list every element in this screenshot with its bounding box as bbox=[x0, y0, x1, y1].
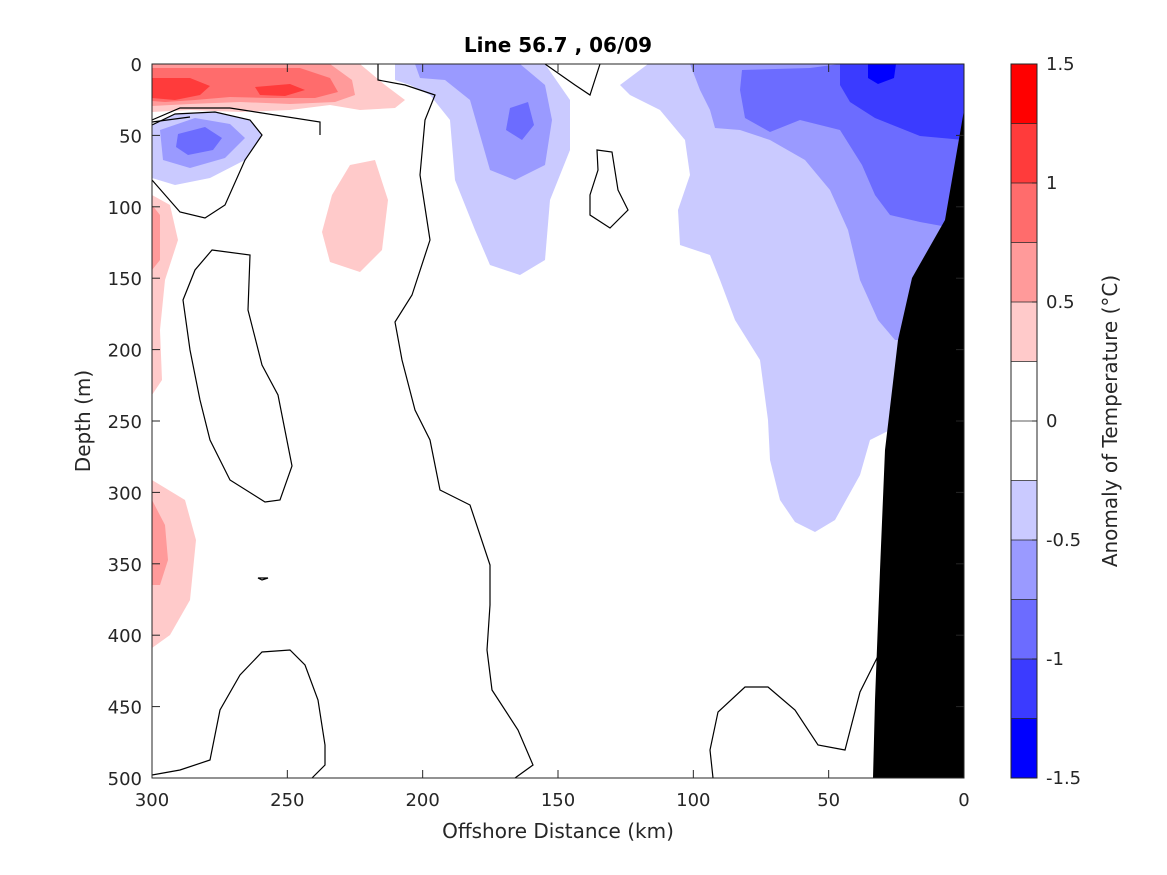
chart-title: Line 56.7 , 06/09 bbox=[464, 33, 652, 57]
colorbar-segment bbox=[1011, 540, 1037, 600]
colorbar-segment bbox=[1011, 242, 1037, 303]
colorbar-tick-label: -1 bbox=[1046, 649, 1064, 670]
colorbar-segment bbox=[1011, 421, 1037, 481]
x-tick-label: 300 bbox=[135, 790, 169, 811]
colorbar-segment bbox=[1011, 64, 1037, 124]
colorbar-tick-label: -1.5 bbox=[1046, 768, 1081, 789]
bathymetry-seafloor bbox=[873, 110, 964, 778]
y-axis-label: Depth (m) bbox=[71, 370, 95, 472]
colorbar-label: Anomaly of Temperature (°C) bbox=[1098, 275, 1122, 567]
colorbar-segment bbox=[1011, 659, 1037, 719]
x-tick-label: 100 bbox=[676, 790, 710, 811]
y-tick-label: 0 bbox=[131, 55, 142, 76]
colorbar: 1.5 1 0.5 0 -0.5 -1 -1.5 bbox=[1010, 54, 1081, 789]
x-tick-label: 150 bbox=[541, 790, 575, 811]
y-tick-label: 450 bbox=[108, 698, 142, 719]
y-tick-label: 100 bbox=[108, 198, 142, 219]
x-tick-label: 250 bbox=[270, 790, 304, 811]
colorbar-tick-label: -0.5 bbox=[1046, 530, 1081, 551]
zero-contour-lines bbox=[152, 64, 881, 778]
y-tick-label: 200 bbox=[108, 341, 142, 362]
contour-cool-core-2 bbox=[415, 64, 552, 180]
y-tick-label: 250 bbox=[108, 412, 142, 433]
x-axis-ticks: 300 250 200 150 100 50 0 bbox=[135, 64, 970, 811]
colorbar-tick-label: 1.5 bbox=[1046, 54, 1075, 75]
contour-cool-near-5 bbox=[868, 64, 896, 84]
contour-warm-surface-4 bbox=[152, 78, 210, 100]
contour-fill-layer bbox=[152, 64, 964, 778]
contour-cool-near-4 bbox=[840, 64, 964, 140]
colorbar-segment bbox=[1011, 480, 1037, 541]
x-axis-label: Offshore Distance (km) bbox=[442, 819, 674, 843]
colorbar-segment bbox=[1011, 123, 1037, 184]
y-tick-label: 150 bbox=[108, 269, 142, 290]
colorbar-segment bbox=[1011, 183, 1037, 243]
y-axis-ticks: 0 50 100 150 200 250 300 350 400 450 500 bbox=[108, 55, 964, 790]
y-tick-label: 350 bbox=[108, 555, 142, 576]
y-tick-label: 50 bbox=[119, 126, 142, 147]
contour-warm-patch bbox=[322, 160, 388, 272]
colorbar-segment bbox=[1011, 361, 1037, 422]
x-tick-label: 200 bbox=[405, 790, 439, 811]
contour-warm-edge-core bbox=[152, 205, 160, 270]
y-tick-label: 500 bbox=[108, 769, 142, 790]
colorbar-tick-label: 0.5 bbox=[1046, 292, 1075, 313]
colorbar-segment bbox=[1011, 302, 1037, 362]
contour-cool-core-3 bbox=[506, 102, 534, 140]
y-tick-label: 300 bbox=[108, 483, 142, 504]
contour-warm-surface-5 bbox=[255, 84, 305, 96]
contour-cool-lens-3 bbox=[176, 127, 222, 155]
y-tick-label: 400 bbox=[108, 626, 142, 647]
colorbar-segment bbox=[1011, 599, 1037, 660]
colorbar-tick-label: 0 bbox=[1046, 411, 1057, 432]
colorbar-segment bbox=[1011, 718, 1037, 779]
x-tick-label: 50 bbox=[817, 790, 840, 811]
colorbar-tick-label: 1 bbox=[1046, 173, 1057, 194]
x-tick-label: 0 bbox=[958, 790, 969, 811]
